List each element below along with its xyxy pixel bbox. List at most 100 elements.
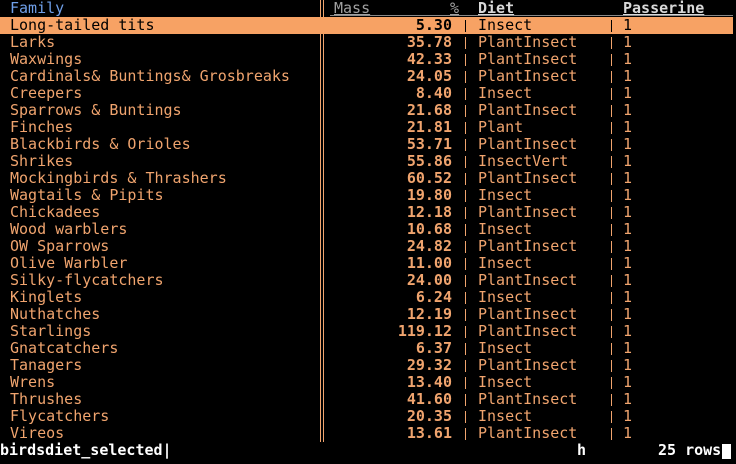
column-separator (611, 20, 612, 32)
table-row[interactable]: Sparrows & Buntings 21.68 PlantInsect 1 (0, 102, 733, 119)
header-underline (330, 15, 733, 16)
mass-cell: 29.32 (406, 356, 452, 374)
table-row[interactable]: Wagtails & Pipits 19.80 Insect 1 (0, 187, 733, 204)
table-row[interactable]: Mockingbirds & Thrashers 60.52 PlantInsect… (0, 170, 733, 187)
family-cell: Starlings (10, 322, 92, 340)
family-cell: Waxwings (10, 50, 83, 68)
column-separator (611, 394, 612, 406)
column-separator (611, 173, 612, 185)
table-row[interactable]: Olive Warbler 11.00 Insect 1 (0, 255, 733, 272)
column-separator (465, 105, 466, 117)
table-row[interactable]: Nuthatches 12.19 PlantInsect 1 (0, 306, 733, 323)
column-separator (611, 343, 612, 355)
column-separator (611, 377, 612, 389)
table-row[interactable]: Long-tailed tits 5.30 Insect 1 (0, 17, 733, 34)
table-row[interactable]: Wrens 13.40 Insect 1 (0, 374, 733, 391)
family-cell: Flycatchers (10, 407, 110, 425)
column-separator (611, 360, 612, 372)
passerine-cell: 1 (623, 407, 633, 425)
column-separator (465, 71, 466, 83)
passerine-cell: 1 (623, 288, 633, 306)
status-bar: birdsdiet_selected| h 25 rows (0, 442, 736, 462)
column-separator (465, 258, 466, 270)
table-row[interactable]: Shrikes 55.86 InsectVert 1 (0, 153, 733, 170)
column-separator (465, 20, 466, 32)
diet-cell: PlantInsect (478, 169, 578, 187)
table-row[interactable]: Silky-flycatchers 24.00 PlantInsect 1 (0, 272, 733, 289)
mass-cell: 10.68 (406, 220, 452, 238)
passerine-cell: 1 (623, 271, 633, 289)
passerine-cell: 1 (623, 424, 633, 442)
family-cell: Creepers (10, 84, 83, 102)
table-row[interactable]: Cardinals& Buntings& Grosbreaks 24.05 Plan… (0, 68, 733, 85)
column-separator (611, 224, 612, 236)
table-row[interactable]: Larks 35.78 PlantInsect 1 (0, 34, 733, 51)
column-header[interactable]: Passerine (623, 0, 705, 17)
passerine-cell: 1 (623, 186, 633, 204)
table-row[interactable]: Creepers 8.40 Insect 1 (0, 85, 733, 102)
column-separator (611, 275, 612, 287)
diet-cell: PlantInsect (478, 50, 578, 68)
diet-cell: Insect (478, 288, 533, 306)
family-cell: Blackbirds & Orioles (10, 135, 191, 153)
mass-cell: 53.71 (406, 135, 452, 153)
mass-cell: 20.35 (406, 407, 452, 425)
mass-cell: 21.68 (406, 101, 452, 119)
column-separator (611, 37, 612, 49)
table-row[interactable]: Thrushes 41.60 PlantInsect 1 (0, 391, 733, 408)
diet-cell: Insect (478, 220, 533, 238)
passerine-cell: 1 (623, 203, 633, 221)
passerine-cell: 1 (623, 84, 633, 102)
mass-cell: 8.40 (415, 84, 452, 102)
table-row[interactable]: Wood warblers 10.68 Insect 1 (0, 221, 733, 238)
family-cell: Shrikes (10, 152, 74, 170)
table-row[interactable]: Vireos 13.61 PlantInsect 1 (0, 425, 733, 442)
mass-cell: 12.19 (406, 305, 452, 323)
mass-cell: 6.37 (415, 339, 452, 357)
family-cell: Wood warblers (10, 220, 128, 238)
mass-cell: 13.61 (406, 424, 452, 442)
mass-cell: 55.86 (406, 152, 452, 170)
table-row[interactable]: Starlings 119.12 PlantInsect 1 (0, 323, 733, 340)
column-header[interactable]: Mass (334, 0, 371, 17)
table-row[interactable]: Blackbirds & Orioles 53.71 PlantInsect 1 (0, 136, 733, 153)
diet-cell: PlantInsect (478, 135, 578, 153)
family-cell: Wagtails & Pipits (10, 186, 164, 204)
column-separator (611, 411, 612, 423)
table-row[interactable]: Chickadees 12.18 PlantInsect 1 (0, 204, 733, 221)
column-separator (611, 326, 612, 338)
table-row[interactable]: Gnatcatchers 6.37 Insect 1 (0, 340, 733, 357)
column-separator (611, 309, 612, 321)
column-separator (611, 139, 612, 151)
table-row[interactable]: Finches 21.81 Plant 1 (0, 119, 733, 136)
diet-cell: PlantInsect (478, 67, 578, 85)
passerine-cell: 1 (623, 169, 633, 187)
passerine-cell: 1 (623, 135, 633, 153)
diet-cell: Insect (478, 186, 533, 204)
table-row[interactable]: Waxwings 42.33 PlantInsect 1 (0, 51, 733, 68)
passerine-cell: 1 (623, 305, 633, 323)
table-row[interactable]: OW Sparrows 24.82 PlantInsect 1 (0, 238, 733, 255)
last-key: h (577, 441, 587, 459)
family-cell: Larks (10, 33, 56, 51)
column-separator (465, 173, 466, 185)
family-cell: Finches (10, 118, 74, 136)
column-separator (465, 54, 466, 66)
passerine-cell: 1 (623, 356, 633, 374)
diet-cell: PlantInsect (478, 203, 578, 221)
column-header[interactable]: Family (10, 0, 65, 17)
column-separator (465, 326, 466, 338)
mass-cell: 119.12 (397, 322, 452, 340)
family-cell: Kinglets (10, 288, 83, 306)
column-separator (465, 241, 466, 253)
column-separator (465, 156, 466, 168)
table-row[interactable]: Kinglets 6.24 Insect 1 (0, 289, 733, 306)
family-cell: Long-tailed tits (10, 16, 155, 34)
table-row[interactable]: Tanagers 29.32 PlantInsect 1 (0, 357, 733, 374)
column-header[interactable]: Diet (478, 0, 515, 17)
mass-cell: 13.40 (406, 373, 452, 391)
table-row[interactable]: Flycatchers 20.35 Insect 1 (0, 408, 733, 425)
mass-cell: 24.00 (406, 271, 452, 289)
passerine-cell: 1 (623, 118, 633, 136)
